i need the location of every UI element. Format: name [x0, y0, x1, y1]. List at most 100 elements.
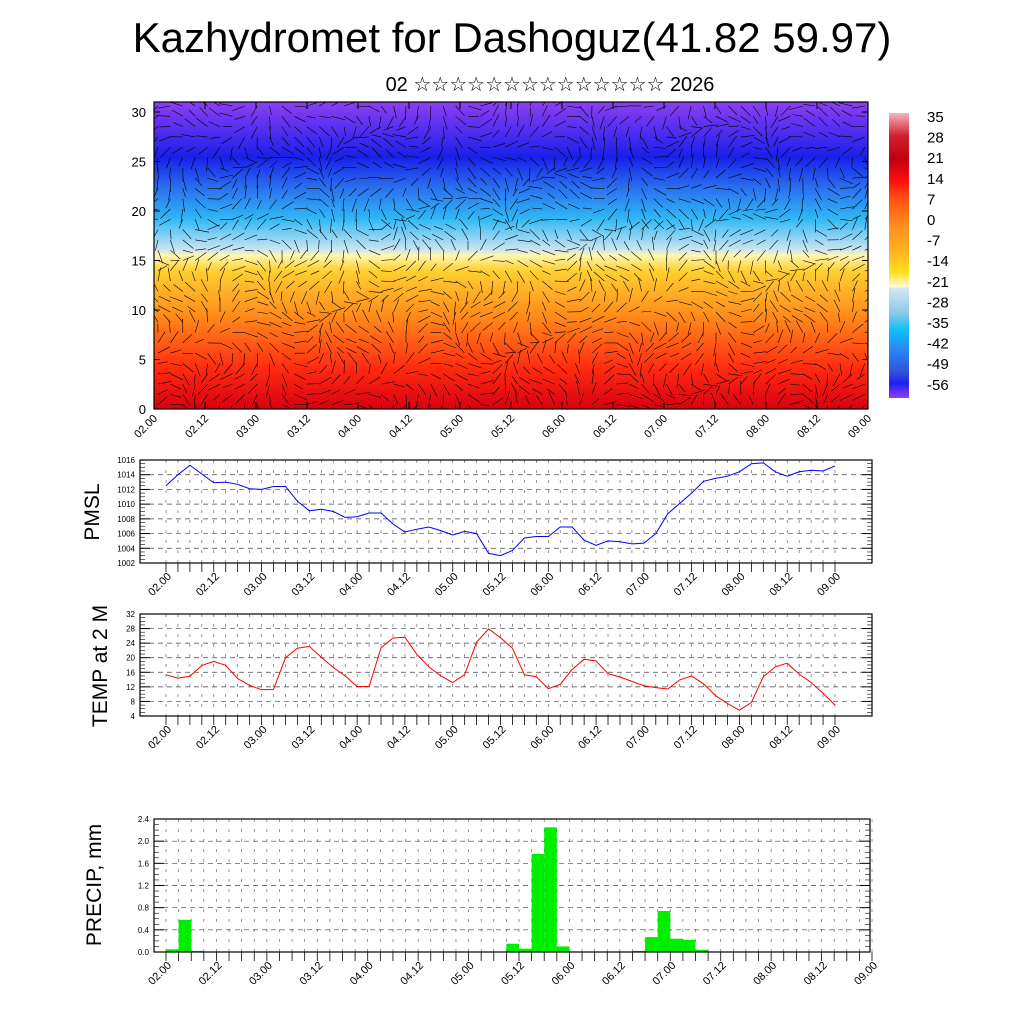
wind-vector — [605, 105, 617, 111]
wind-vector — [482, 322, 493, 331]
y-tick-label: 28 — [126, 625, 135, 634]
wind-vector — [627, 178, 630, 192]
wind-vector — [718, 208, 729, 220]
wind-vector — [517, 102, 519, 107]
wind-vector — [505, 248, 519, 251]
wind-vector — [455, 291, 460, 302]
colorbar-label: -49 — [927, 356, 949, 373]
wind-vector — [554, 333, 566, 344]
x-tick-label: 02.00 — [146, 571, 174, 599]
wind-vector — [232, 232, 245, 241]
wind-vector — [742, 208, 754, 212]
wind-vector — [615, 105, 630, 108]
wind-vector — [281, 404, 294, 409]
wind-vector — [306, 239, 308, 252]
wind-vector — [480, 371, 491, 375]
wind-vector — [641, 373, 645, 384]
wind-vector — [194, 177, 203, 187]
wind-vector — [628, 136, 632, 151]
wind-vector — [691, 249, 701, 253]
wind-vector — [219, 373, 233, 380]
wind-vector — [306, 344, 317, 354]
wind-vector — [839, 255, 849, 261]
wind-vector — [415, 394, 419, 409]
wind-vector — [455, 116, 467, 125]
wind-vector — [591, 290, 597, 302]
wind-vector — [715, 270, 724, 279]
wind-vector — [257, 301, 269, 306]
wind-vector — [492, 102, 498, 107]
x-tick-label: 06.00 — [550, 960, 578, 988]
wind-vector — [722, 229, 729, 238]
wind-vector — [256, 147, 264, 156]
wind-vector — [836, 404, 841, 409]
wind-vector — [244, 234, 257, 241]
wind-vector — [802, 363, 817, 365]
x-tick-label: 06.12 — [600, 960, 628, 988]
wind-vector — [235, 363, 246, 375]
wind-vector — [492, 372, 502, 385]
x-tick-label: 08.00 — [720, 724, 748, 752]
wind-vector — [318, 301, 325, 311]
wind-vector — [802, 260, 816, 265]
wind-vector — [405, 294, 419, 302]
wind-vector — [269, 160, 278, 169]
wind-vector — [418, 323, 429, 333]
x-tick-label: 02.12 — [183, 413, 211, 441]
wind-vector — [318, 136, 324, 148]
wind-vector — [616, 342, 629, 351]
wind-vector — [430, 349, 445, 354]
wind-vector — [294, 311, 304, 320]
wind-vector — [195, 188, 205, 197]
precip-bar — [519, 948, 532, 952]
wind-vector — [483, 291, 494, 301]
wind-vector — [504, 342, 516, 353]
x-tick-label: 07.12 — [672, 724, 700, 752]
wind-vector — [461, 311, 469, 320]
wind-vector — [441, 136, 444, 148]
wind-vector — [790, 400, 804, 405]
wind-vector — [492, 114, 500, 127]
wind-vector — [666, 161, 675, 169]
wind-vector — [616, 288, 619, 302]
wind-vector — [318, 339, 322, 354]
wind-vector — [604, 388, 613, 395]
wind-vector — [728, 198, 731, 210]
wind-vector — [194, 363, 201, 377]
wind-vector — [529, 249, 541, 255]
wind-vector — [784, 198, 791, 210]
wind-vector — [244, 167, 251, 179]
wind-vector — [655, 352, 667, 359]
wind-vector — [728, 173, 742, 179]
wind-vector — [269, 199, 277, 210]
wind-vector — [790, 294, 803, 302]
wind-vector — [715, 116, 729, 123]
wind-vector — [306, 167, 320, 175]
wind-vector — [476, 332, 481, 345]
wind-vector — [492, 177, 501, 189]
wind-vector — [602, 236, 605, 251]
y-tick-label: 1016 — [117, 456, 135, 465]
wind-vector — [157, 380, 172, 385]
wind-vector — [356, 162, 369, 169]
wind-vector — [467, 177, 477, 188]
wind-vector — [728, 239, 741, 247]
wind-vector — [269, 239, 281, 244]
wind-vector — [604, 291, 606, 302]
wind-vector — [504, 219, 513, 231]
wind-vector — [306, 324, 318, 333]
precip-panel: 0.00.40.81.21.62.02.402.00 02.12 03.00 03.1… — [83, 815, 880, 988]
wind-vector — [786, 229, 791, 241]
wind-vector — [221, 136, 233, 145]
wind-vector — [703, 208, 706, 219]
x-tick-label: 02.00 — [132, 413, 160, 441]
wind-vector — [306, 319, 321, 323]
wind-vector — [306, 393, 321, 395]
wind-vector — [753, 136, 766, 144]
wind-vector — [232, 266, 246, 272]
wind-vector — [219, 167, 229, 172]
x-tick-label: 04.00 — [348, 960, 376, 988]
x-tick-label: 06.00 — [528, 724, 556, 752]
wind-vector — [663, 373, 667, 388]
wind-vector — [740, 135, 755, 138]
